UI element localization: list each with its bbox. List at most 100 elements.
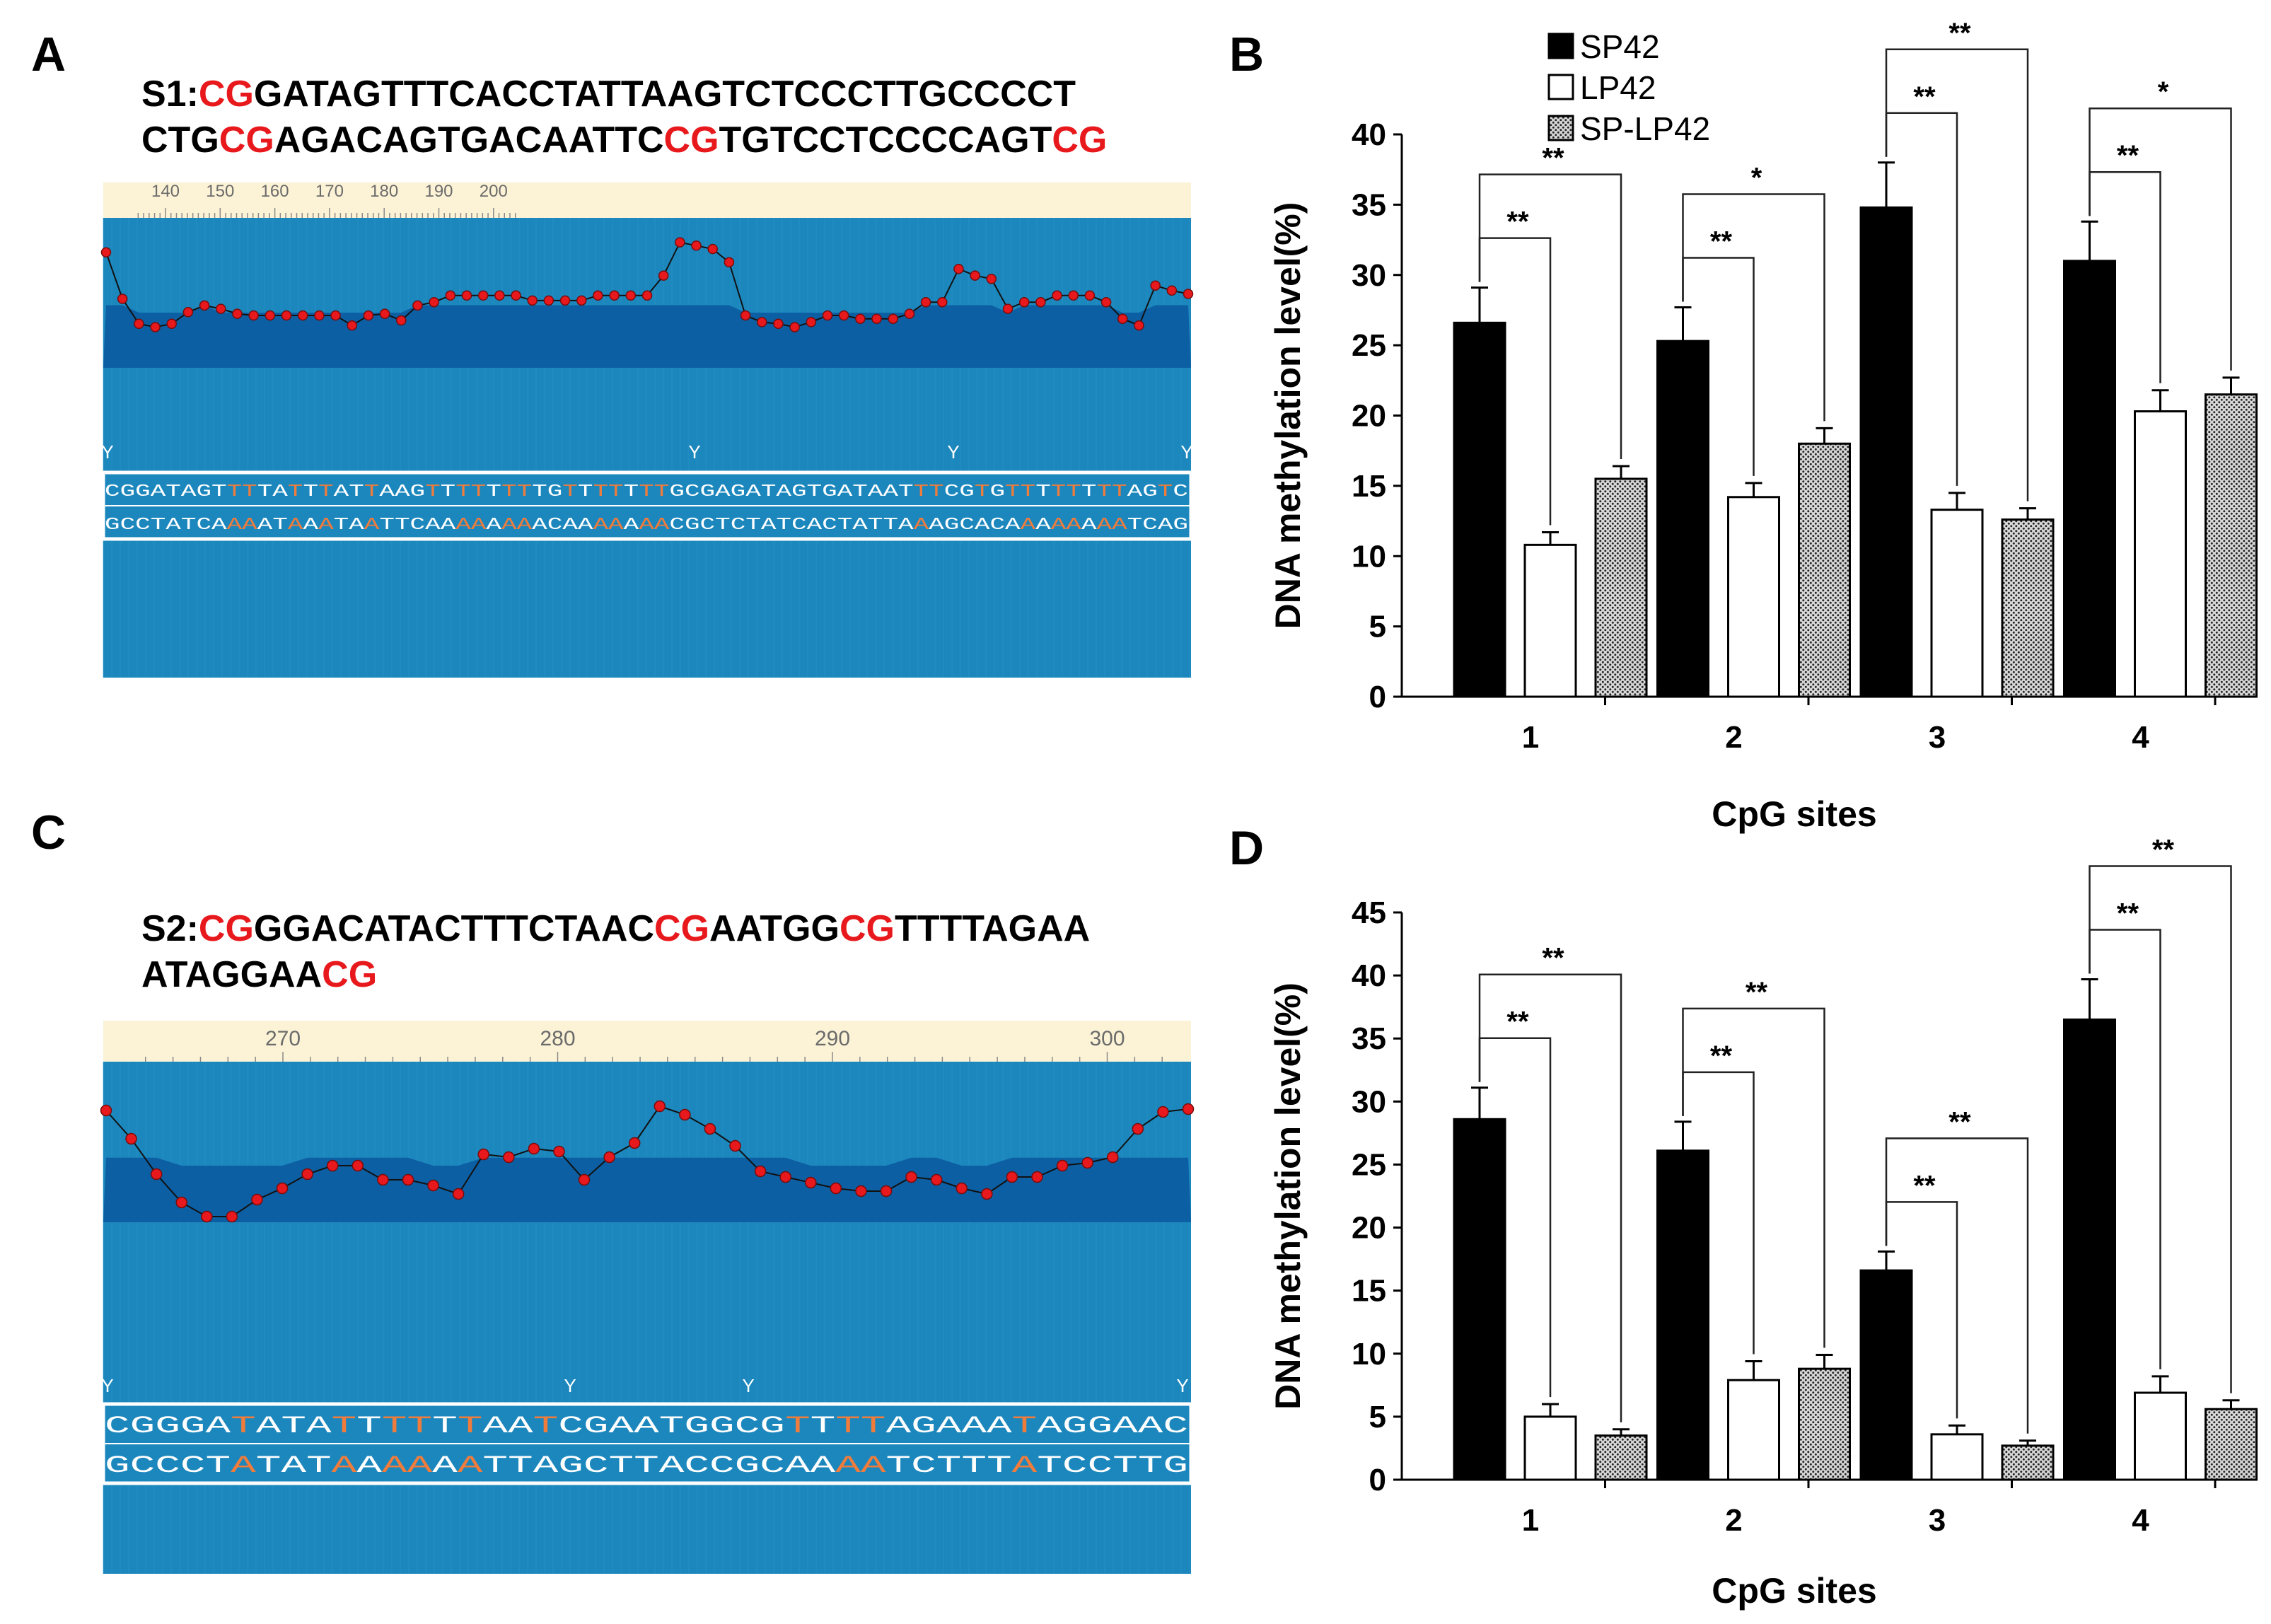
converted-base: AA (593, 516, 624, 535)
sequence-segment: T (441, 482, 456, 501)
profile-point (201, 1210, 213, 1223)
significance-label: * (1751, 162, 1762, 193)
sequence-segment: S2: (141, 908, 199, 949)
cpg-site-text: CG (840, 908, 895, 949)
profile-point (729, 1139, 741, 1152)
profile-point (150, 1168, 163, 1181)
sequence-segment: T (624, 482, 639, 501)
converted-base: A (914, 516, 929, 535)
sequence-segment: G (989, 482, 1005, 501)
sequence-segment: TA (334, 516, 365, 535)
sequence-segment: AGCACA (929, 516, 1021, 535)
profile-point (1134, 320, 1144, 331)
profile-point (494, 290, 505, 301)
sequence-segment: AATGG (709, 908, 840, 949)
converted-base: A (318, 516, 334, 535)
viewer-background-c (103, 1062, 1191, 1574)
profile-point (452, 1188, 465, 1200)
y-tick-label: 10 (1352, 539, 1386, 574)
profile-point (363, 310, 374, 321)
legend-label: LP42 (1580, 69, 1656, 106)
panel-c: C S2:CGGGACATACTTTCTAACCGAATGGCGTTTTAGAA… (31, 806, 1195, 1574)
converted-base: TT (227, 482, 257, 501)
ruler-label: 280 (540, 1027, 575, 1050)
bar-sp-lp42-site-3 (2001, 1444, 2055, 1481)
profile-point (503, 1151, 515, 1164)
bar-lp42-site-2 (1727, 496, 1780, 698)
ruler-label: 300 (1089, 1027, 1125, 1050)
bisulfite-seq-a-top: CGGATAGT TT TA T T T AT T AAG T T TT T TT TG T T TT T TT GCG… (105, 482, 1188, 501)
coverage-band-a (103, 305, 1191, 368)
converted-base: TT (1005, 482, 1035, 501)
profile-point (412, 300, 423, 311)
ruler-ticks-a: 140 150 160 170 180 190 200 (137, 182, 516, 218)
sequence-segment: T (432, 1413, 458, 1440)
y-marker: Y (742, 1375, 754, 1396)
converted-base: T (318, 482, 334, 501)
profile-point (1052, 290, 1062, 301)
legend-swatch (1547, 115, 1574, 141)
converted-base: T (288, 482, 303, 501)
legend-swatch (1547, 74, 1574, 100)
converted-base: T (425, 482, 441, 501)
sequence-segment: T (1081, 482, 1097, 501)
significance-label: ** (1746, 977, 1768, 1008)
bisulfite-seq-c-bottom: GCCCT A TAT A A AA A A TTAGCTTACCGCAA AA TCTTT A TCC… (105, 1453, 1188, 1480)
y-marker: Y (101, 1375, 113, 1396)
significance-bracket (1682, 1007, 1825, 1348)
y-tick-label: 40 (1352, 117, 1386, 152)
y-tick-label: 5 (1369, 1400, 1386, 1434)
sequence-segment: CGGATAGT (105, 482, 227, 501)
y-tick-label: 30 (1352, 1084, 1386, 1119)
significance-bracket (1885, 1137, 2029, 1434)
significance-bracket (1682, 193, 1825, 422)
profile-point (232, 308, 243, 319)
profile-point (871, 313, 882, 324)
y-marker: Y (947, 441, 959, 463)
profile-point (953, 263, 964, 274)
profile-point (707, 243, 718, 255)
sequence-segment: TCAG (1127, 516, 1188, 535)
converted-base: T (364, 482, 380, 501)
ruler-label: 200 (480, 182, 508, 201)
legend-label: SP-LP42 (1580, 110, 1710, 147)
sequence-segment: AGGAAC (1037, 1413, 1188, 1440)
sequence-segment: TA (257, 482, 289, 501)
ruler-label: 170 (315, 182, 344, 201)
significance-label: ** (2117, 898, 2139, 929)
profile-point (970, 270, 980, 281)
significance-label: ** (1948, 1106, 1971, 1137)
sequence-segment: CTG (141, 120, 219, 161)
converted-base: AA (455, 516, 487, 535)
y-tick-label: 35 (1352, 187, 1386, 222)
y-tick-label: 25 (1352, 1147, 1386, 1182)
profile-point (445, 290, 456, 301)
converted-base: TT (835, 1413, 885, 1440)
y-tick-label: 40 (1352, 958, 1386, 993)
profile-point (326, 1159, 339, 1172)
converted-base: T (533, 1413, 559, 1440)
significance-label: ** (1506, 1007, 1529, 1038)
profile-point (658, 270, 669, 281)
profile-point (528, 1142, 540, 1155)
profile-point (628, 1137, 641, 1149)
sequence-segment: T (578, 482, 593, 501)
profile-point (125, 1132, 137, 1145)
significance-bracket (1478, 973, 1622, 1422)
sequence-segment: GATAGTTTCACCTATTAAGTCTCCCTTGCCCCT (254, 74, 1076, 115)
profile-point (905, 1171, 917, 1183)
bar-sp-lp42-site-3 (2001, 518, 2055, 698)
bar-sp42-site-2 (1656, 340, 1709, 698)
panel-d: D 0 5 10 15 20 25 30 35 40 45 DNA methylation leve… (1229, 821, 2258, 1611)
y-axis-title: DNA methylation level(%) (1268, 202, 1308, 630)
profile-point (352, 1159, 364, 1172)
profile-point (724, 257, 735, 268)
y-marker: Y (688, 441, 700, 463)
profile-point (1100, 296, 1112, 308)
sequence-segment: AGAAA (885, 1413, 1012, 1440)
y-tick-label: 45 (1352, 895, 1386, 930)
sequence-segment: AA (482, 1413, 533, 1440)
profile-point (553, 1145, 565, 1158)
y-tick-label: 30 (1352, 258, 1386, 293)
